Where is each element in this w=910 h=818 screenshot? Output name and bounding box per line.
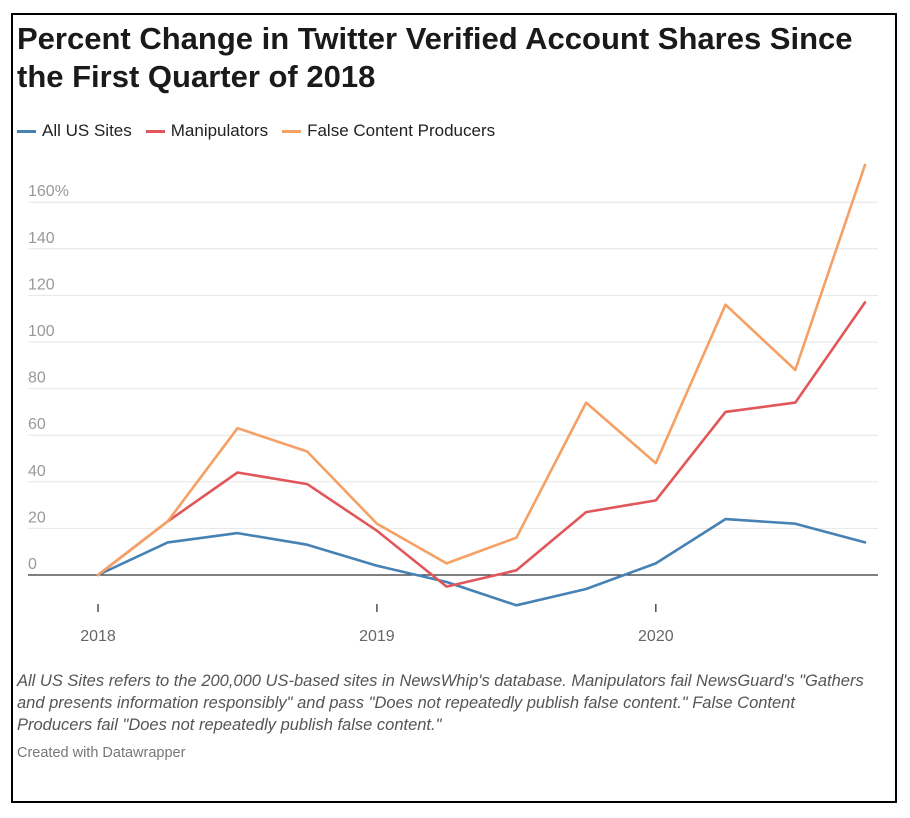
- y-tick-label: 40: [28, 463, 46, 480]
- chart-notes: All US Sites refers to the 200,000 US-ba…: [17, 672, 864, 734]
- legend-item-false-content-producers: False Content Producers: [282, 121, 495, 141]
- x-tick-label: 2019: [359, 628, 395, 645]
- y-tick-label: 80: [28, 370, 46, 387]
- y-tick-label: 20: [28, 509, 46, 526]
- legend-item-manipulators: Manipulators: [145, 121, 269, 141]
- legend-item-all-us-sites: All US Sites: [17, 121, 132, 141]
- y-tick-label: 120: [28, 276, 55, 293]
- y-tick-label: 160%: [28, 183, 69, 200]
- chart-title: Percent Change in Twitter Verified Accou…: [17, 21, 853, 94]
- y-tick-label: 60: [28, 416, 46, 433]
- series-line-false-content: [96, 163, 867, 577]
- chart-credit: Created with Datawrapper: [17, 745, 186, 761]
- y-tick-label: 0: [28, 556, 37, 573]
- x-tick-label: 2020: [638, 628, 674, 645]
- legend-swatch-all-us-sites: [17, 129, 36, 133]
- legend-label-all-us-sites: All US Sites: [42, 121, 132, 140]
- x-tick-label: 2018: [80, 628, 116, 645]
- legend-label-false-content-producers: False Content Producers: [307, 121, 496, 140]
- series-line-manipulators: [96, 301, 867, 588]
- line-chart: 0 20 40 60 80 100 120 140 160% 2018 2019 2020: [28, 163, 878, 645]
- y-tick-label: 140: [28, 230, 55, 247]
- legend-swatch-manipulators: [145, 129, 165, 133]
- legend-swatch-false-content-producers: [282, 129, 302, 133]
- series-line-all-us-sites: [96, 517, 867, 607]
- legend: All US Sites Manipulators False Content …: [17, 121, 495, 141]
- legend-label-manipulators: Manipulators: [170, 121, 269, 140]
- y-tick-label: 100: [28, 323, 55, 340]
